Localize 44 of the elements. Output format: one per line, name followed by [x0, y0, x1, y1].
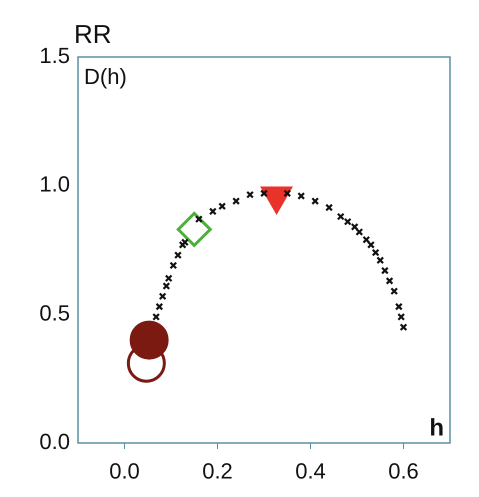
point — [386, 276, 394, 285]
point — [355, 228, 364, 236]
point — [181, 238, 189, 246]
point — [372, 248, 380, 256]
x-tick-label: 0.2 — [202, 458, 233, 484]
point — [397, 312, 406, 321]
point — [344, 218, 352, 226]
point — [155, 302, 164, 311]
point — [325, 204, 334, 212]
x-axis-title: h — [429, 414, 444, 442]
point — [194, 215, 203, 224]
point — [394, 302, 403, 311]
point — [232, 197, 240, 206]
point — [176, 212, 212, 247]
point — [311, 197, 320, 206]
point — [367, 240, 375, 249]
point — [390, 287, 398, 296]
y-axis-title: RR — [74, 19, 112, 50]
point — [400, 323, 408, 332]
point — [260, 189, 268, 198]
point — [380, 266, 389, 275]
x-tick-label: 0.4 — [295, 458, 326, 484]
point — [246, 190, 254, 199]
point — [336, 212, 345, 220]
point — [218, 202, 226, 210]
x-tick-label: 0.0 — [109, 458, 140, 484]
x-tick-label: 0.6 — [388, 458, 419, 484]
annotation: D(h) — [84, 64, 127, 90]
point — [169, 262, 178, 270]
point — [376, 256, 384, 264]
point — [158, 292, 167, 300]
point — [174, 251, 182, 260]
y-tick-label: 1.5 — [39, 43, 70, 68]
point — [130, 320, 169, 360]
point — [362, 236, 370, 244]
point — [208, 207, 217, 216]
point — [297, 192, 306, 200]
y-tick-label: 0.0 — [39, 429, 70, 454]
point — [283, 189, 292, 198]
y-tick-label: 1.0 — [39, 172, 70, 197]
point — [178, 240, 187, 249]
point — [152, 312, 160, 321]
y-tick-label: 0.5 — [39, 300, 70, 326]
point — [350, 222, 359, 231]
